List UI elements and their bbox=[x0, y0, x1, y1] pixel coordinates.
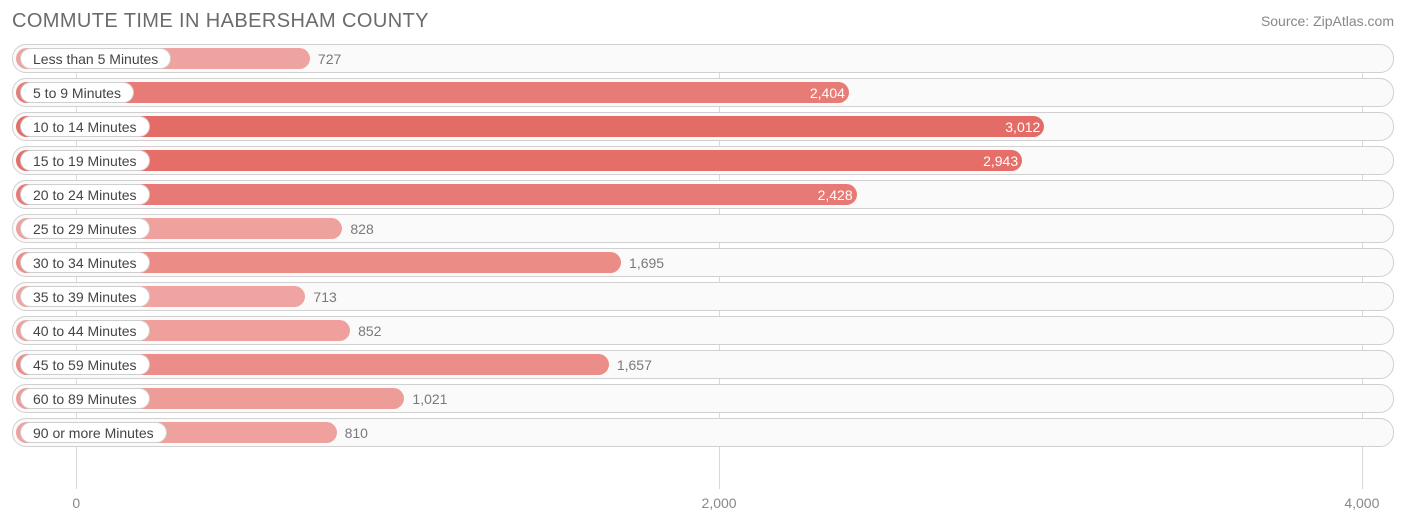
chart-container: COMMUTE TIME IN HABERSHAM COUNTY Source:… bbox=[0, 0, 1406, 522]
chart-row: 60 to 89 Minutes 1,021 bbox=[12, 384, 1394, 413]
category-label: 40 to 44 Minutes bbox=[20, 320, 150, 341]
category-label: 25 to 29 Minutes bbox=[20, 218, 150, 239]
chart-title: COMMUTE TIME IN HABERSHAM COUNTY bbox=[12, 10, 429, 33]
value-label: 852 bbox=[350, 316, 381, 345]
plot-area: Less than 5 Minutes 727 5 to 9 Minutes2,40… bbox=[12, 44, 1394, 489]
category-label: 90 or more Minutes bbox=[20, 422, 167, 443]
x-axis: 0 2,000 4,000 bbox=[12, 493, 1394, 515]
chart-row: 45 to 59 Minutes 1,657 bbox=[12, 350, 1394, 379]
category-label: 30 to 34 Minutes bbox=[20, 252, 150, 273]
category-label: Less than 5 Minutes bbox=[20, 48, 171, 69]
chart-header: COMMUTE TIME IN HABERSHAM COUNTY Source:… bbox=[0, 0, 1406, 36]
value-label: 727 bbox=[310, 44, 341, 73]
chart-row: 30 to 34 Minutes 1,695 bbox=[12, 248, 1394, 277]
category-label: 35 to 39 Minutes bbox=[20, 286, 150, 307]
value-label: 2,404 bbox=[12, 78, 855, 107]
chart-row: 25 to 29 Minutes 828 bbox=[12, 214, 1394, 243]
value-label: 1,695 bbox=[621, 248, 664, 277]
value-label: 828 bbox=[342, 214, 373, 243]
axis-tick-label: 4,000 bbox=[1344, 495, 1379, 511]
chart-row: Less than 5 Minutes 727 bbox=[12, 44, 1394, 73]
chart-row: 40 to 44 Minutes 852 bbox=[12, 316, 1394, 345]
chart-row: 35 to 39 Minutes 713 bbox=[12, 282, 1394, 311]
value-label: 3,012 bbox=[12, 112, 1050, 141]
value-label: 1,657 bbox=[609, 350, 652, 379]
value-label: 2,943 bbox=[12, 146, 1028, 175]
value-label: 810 bbox=[337, 418, 368, 447]
chart-row: 20 to 24 Minutes2,428 bbox=[12, 180, 1394, 209]
chart-row: 5 to 9 Minutes2,404 bbox=[12, 78, 1394, 107]
value-label: 713 bbox=[305, 282, 336, 311]
axis-tick-label: 2,000 bbox=[702, 495, 737, 511]
axis-tick-label: 0 bbox=[72, 495, 80, 511]
chart-rows: Less than 5 Minutes 727 5 to 9 Minutes2,40… bbox=[12, 44, 1394, 447]
value-label: 2,428 bbox=[12, 180, 863, 209]
chart-row: 90 or more Minutes 810 bbox=[12, 418, 1394, 447]
chart-source: Source: ZipAtlas.com bbox=[1261, 13, 1394, 29]
chart-row: 15 to 19 Minutes2,943 bbox=[12, 146, 1394, 175]
chart-row: 10 to 14 Minutes3,012 bbox=[12, 112, 1394, 141]
category-label: 45 to 59 Minutes bbox=[20, 354, 150, 375]
value-label: 1,021 bbox=[404, 384, 447, 413]
category-label: 60 to 89 Minutes bbox=[20, 388, 150, 409]
